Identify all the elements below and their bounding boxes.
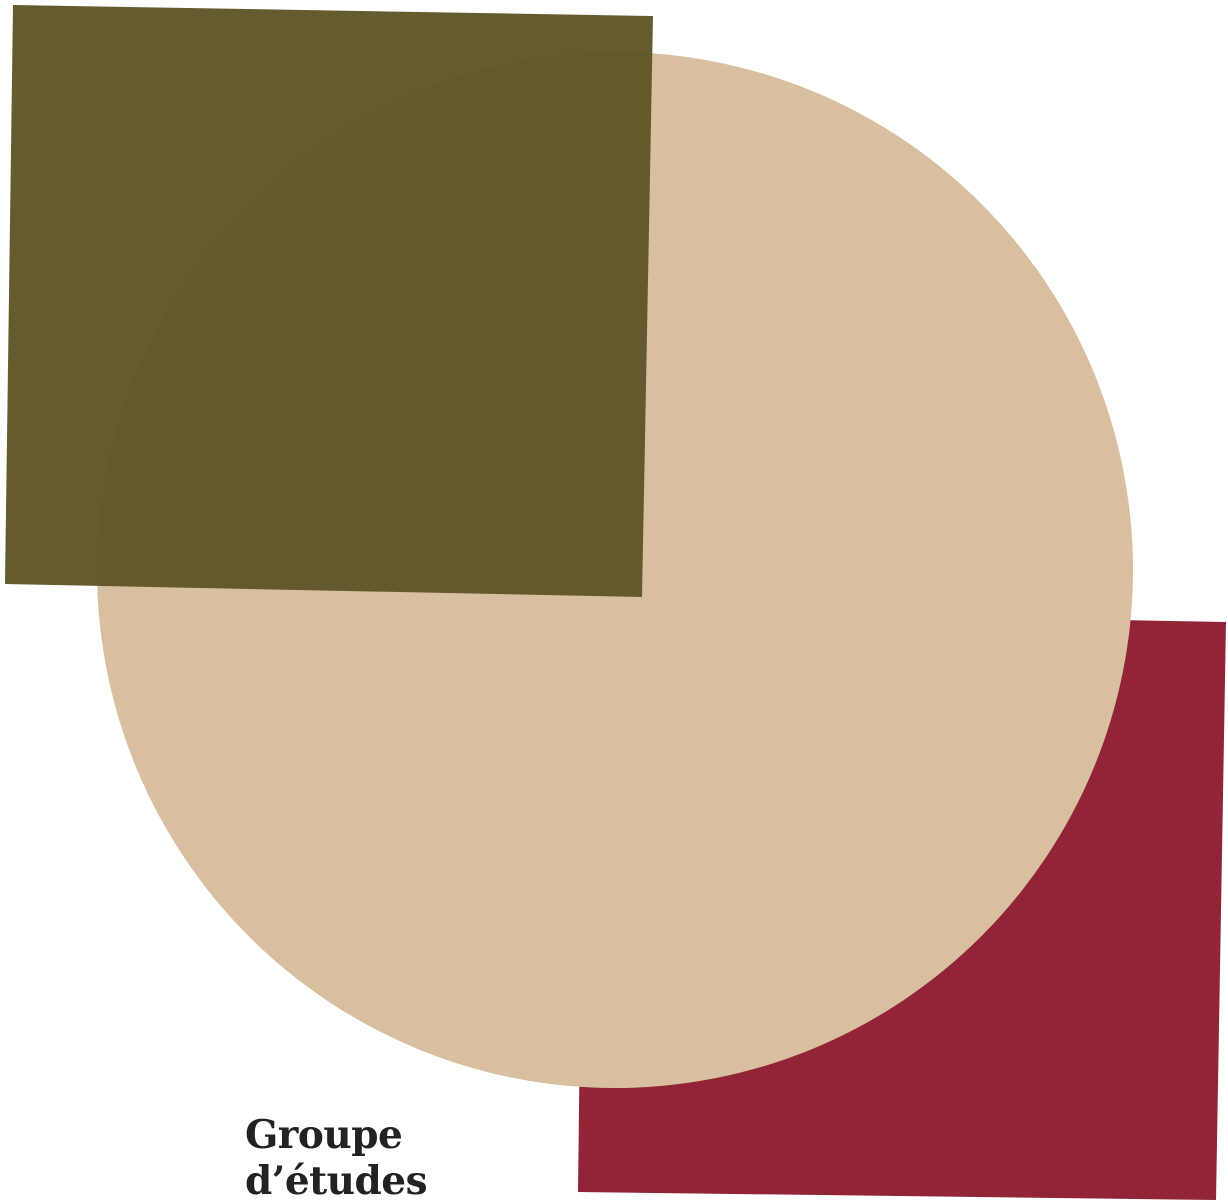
caption-line-2: d’études — [245, 1158, 428, 1200]
caption-line-1: Groupe — [245, 1112, 403, 1158]
caption-title: Groupe d’études — [245, 1112, 428, 1200]
olive-square — [5, 5, 653, 597]
